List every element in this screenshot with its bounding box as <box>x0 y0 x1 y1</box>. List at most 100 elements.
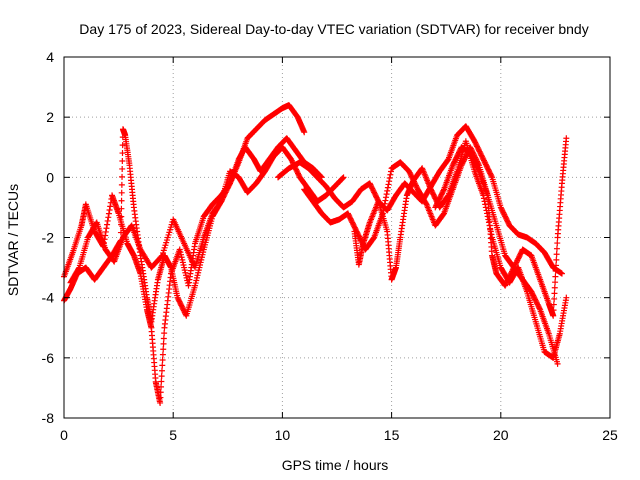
data-point <box>482 204 489 211</box>
data-point <box>385 181 392 188</box>
data-point <box>554 240 561 247</box>
data-point <box>550 301 557 308</box>
data-point <box>550 307 557 314</box>
data-point <box>550 312 557 319</box>
data-points <box>61 102 570 406</box>
data-point <box>340 174 347 181</box>
series-satellite-track-G <box>432 135 570 319</box>
data-point <box>119 150 126 157</box>
data-point <box>159 351 166 358</box>
data-point <box>217 199 224 206</box>
data-point <box>301 129 308 136</box>
data-point <box>157 399 164 406</box>
data-point <box>182 311 189 318</box>
data-point <box>157 394 164 401</box>
data-point <box>103 225 110 232</box>
data-point <box>158 378 165 385</box>
data-point <box>563 135 570 142</box>
data-point <box>384 187 391 194</box>
x-axis-label: GPS time / hours <box>282 457 389 473</box>
data-point <box>118 197 125 204</box>
data-point <box>102 228 109 235</box>
x-tick-label: 25 <box>602 427 618 443</box>
data-point <box>536 305 543 312</box>
data-point <box>552 279 559 286</box>
data-point <box>118 213 125 220</box>
data-point <box>383 191 390 198</box>
data-point <box>119 142 126 149</box>
data-point <box>551 295 558 302</box>
data-point <box>551 290 558 297</box>
data-point <box>119 158 126 165</box>
grid-lines <box>64 57 610 418</box>
data-point <box>107 203 114 210</box>
data-point <box>387 171 394 178</box>
data-point <box>158 367 165 374</box>
data-point <box>161 330 168 337</box>
data-point <box>118 205 125 212</box>
chart-title: Day 175 of 2023, Sidereal Day-to-day VTE… <box>79 21 588 37</box>
data-point <box>119 165 126 172</box>
data-point <box>381 203 388 210</box>
x-tick-label: 0 <box>60 427 68 443</box>
axis-ticks: 0 5 10 15 20 25 -8 -6 -4 -2 0 2 4 <box>42 49 618 443</box>
data-point <box>105 210 112 217</box>
data-point <box>160 335 167 342</box>
y-tick-label: -2 <box>42 230 55 246</box>
data-point <box>386 174 393 181</box>
x-tick-label: 15 <box>384 427 400 443</box>
data-point <box>118 181 125 188</box>
data-point <box>339 175 346 182</box>
data-point <box>384 184 391 191</box>
data-point <box>159 356 166 363</box>
data-point <box>553 251 560 258</box>
data-point <box>160 346 167 353</box>
data-point <box>387 168 394 175</box>
y-tick-label: -4 <box>42 290 55 306</box>
y-tick-label: -6 <box>42 350 55 366</box>
data-point <box>382 197 389 204</box>
data-point <box>106 206 113 213</box>
data-point <box>386 178 393 185</box>
data-point <box>481 198 488 205</box>
data-point <box>475 167 482 174</box>
data-point <box>158 253 165 260</box>
data-point <box>552 268 559 275</box>
data-point <box>553 256 560 263</box>
data-point <box>159 362 166 369</box>
y-tick-label: 2 <box>46 109 54 125</box>
data-point <box>157 389 164 396</box>
x-tick-label: 5 <box>169 427 177 443</box>
data-point <box>158 373 165 380</box>
data-point <box>382 194 389 201</box>
data-point <box>105 214 112 221</box>
series-satellite-track-A <box>61 102 308 406</box>
data-point <box>158 383 165 390</box>
y-tick-label: 4 <box>46 49 54 65</box>
data-point <box>118 189 125 196</box>
data-point <box>75 265 82 272</box>
data-point <box>117 229 124 236</box>
data-point <box>554 360 561 367</box>
data-point <box>480 195 487 202</box>
data-point <box>339 174 346 181</box>
x-tick-label: 20 <box>493 427 509 443</box>
data-point <box>558 270 565 277</box>
data-point <box>118 221 125 228</box>
data-point <box>119 173 126 180</box>
data-point <box>104 221 111 228</box>
x-tick-label: 10 <box>275 427 291 443</box>
data-point <box>552 273 559 280</box>
y-tick-label: -8 <box>42 410 55 426</box>
data-point <box>485 219 492 226</box>
data-point <box>440 187 447 194</box>
data-point <box>553 245 560 252</box>
y-axis-label: SDTVAR / TECUs <box>5 184 21 296</box>
data-point <box>104 217 111 224</box>
data-point <box>553 262 560 269</box>
data-point <box>381 200 388 207</box>
data-point <box>551 284 558 291</box>
data-point <box>563 294 570 301</box>
